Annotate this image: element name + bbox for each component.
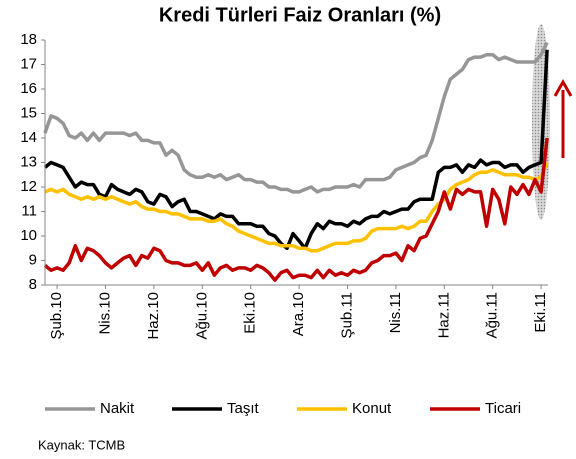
x-tick-label: Nis.11 [387,292,404,333]
line-0 [43,41,549,194]
y-tick-label: 16 [20,80,37,97]
x-tick-label: Eki.11 [532,292,549,333]
x-tick-label: Şub.11 [338,292,355,338]
y-tick-label: 12 [20,178,37,195]
line-3 [43,137,549,282]
source: Kaynak: TCMB [38,437,125,452]
legend-label: Taşıt [227,400,260,417]
y-tick-label: 13 [20,153,37,170]
line-2 [44,161,549,253]
y-tick-label: 18 [20,31,37,48]
chart-title: Kredi Türleri Faiz Oranları (%) [159,4,441,26]
x-tick-label: Eki.10 [242,292,259,334]
legend-label: Ticari [485,400,521,417]
y-tick-label: 14 [20,129,37,146]
x-tick-label: Ağu.10 [193,292,210,340]
arrow-head [553,78,573,97]
y-tick-label: 9 [29,251,37,268]
x-tick-label: Ara.10 [290,292,307,336]
x-tick-label: Haz.10 [145,292,162,340]
y-tick-label: 17 [20,55,37,72]
legend-label: Konut [352,400,392,417]
y-tick-label: 15 [20,104,37,121]
y-tick-label: 8 [29,276,37,293]
x-tick-label: Şub.10 [48,292,65,340]
line-1 [43,49,549,251]
x-tick-label: Haz.11 [435,292,452,338]
x-tick-label: Nis.10 [96,292,113,335]
y-tick-label: 10 [20,227,37,244]
x-tick-label: Ağu.11 [484,292,501,338]
y-tick-label: 11 [21,202,37,219]
legend-label: Nakit [100,400,135,417]
